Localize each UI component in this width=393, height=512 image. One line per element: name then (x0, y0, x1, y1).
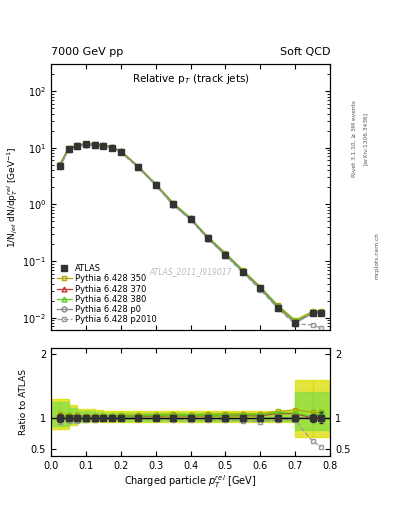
Text: mcplots.cern.ch: mcplots.cern.ch (374, 232, 379, 280)
Text: Soft QCD: Soft QCD (280, 47, 330, 57)
Text: Rivet 3.1.10, ≥ 3M events: Rivet 3.1.10, ≥ 3M events (352, 100, 357, 177)
Text: Relative p$_T$ (track jets): Relative p$_T$ (track jets) (132, 72, 250, 86)
Text: ATLAS_2011_I919017: ATLAS_2011_I919017 (149, 267, 232, 276)
Text: 7000 GeV pp: 7000 GeV pp (51, 47, 123, 57)
Text: [arXiv:1306.3436]: [arXiv:1306.3436] (362, 112, 367, 165)
X-axis label: Charged particle $p_T^{rel}$ [GeV]: Charged particle $p_T^{rel}$ [GeV] (125, 473, 257, 490)
Legend: ATLAS, Pythia 6.428 350, Pythia 6.428 370, Pythia 6.428 380, Pythia 6.428 p0, Py: ATLAS, Pythia 6.428 350, Pythia 6.428 37… (55, 263, 159, 326)
Y-axis label: 1/N$_{jet}$ dN/dp$_T^{rel}$ [GeV$^{-1}$]: 1/N$_{jet}$ dN/dp$_T^{rel}$ [GeV$^{-1}$] (5, 146, 20, 248)
Y-axis label: Ratio to ATLAS: Ratio to ATLAS (19, 369, 28, 435)
